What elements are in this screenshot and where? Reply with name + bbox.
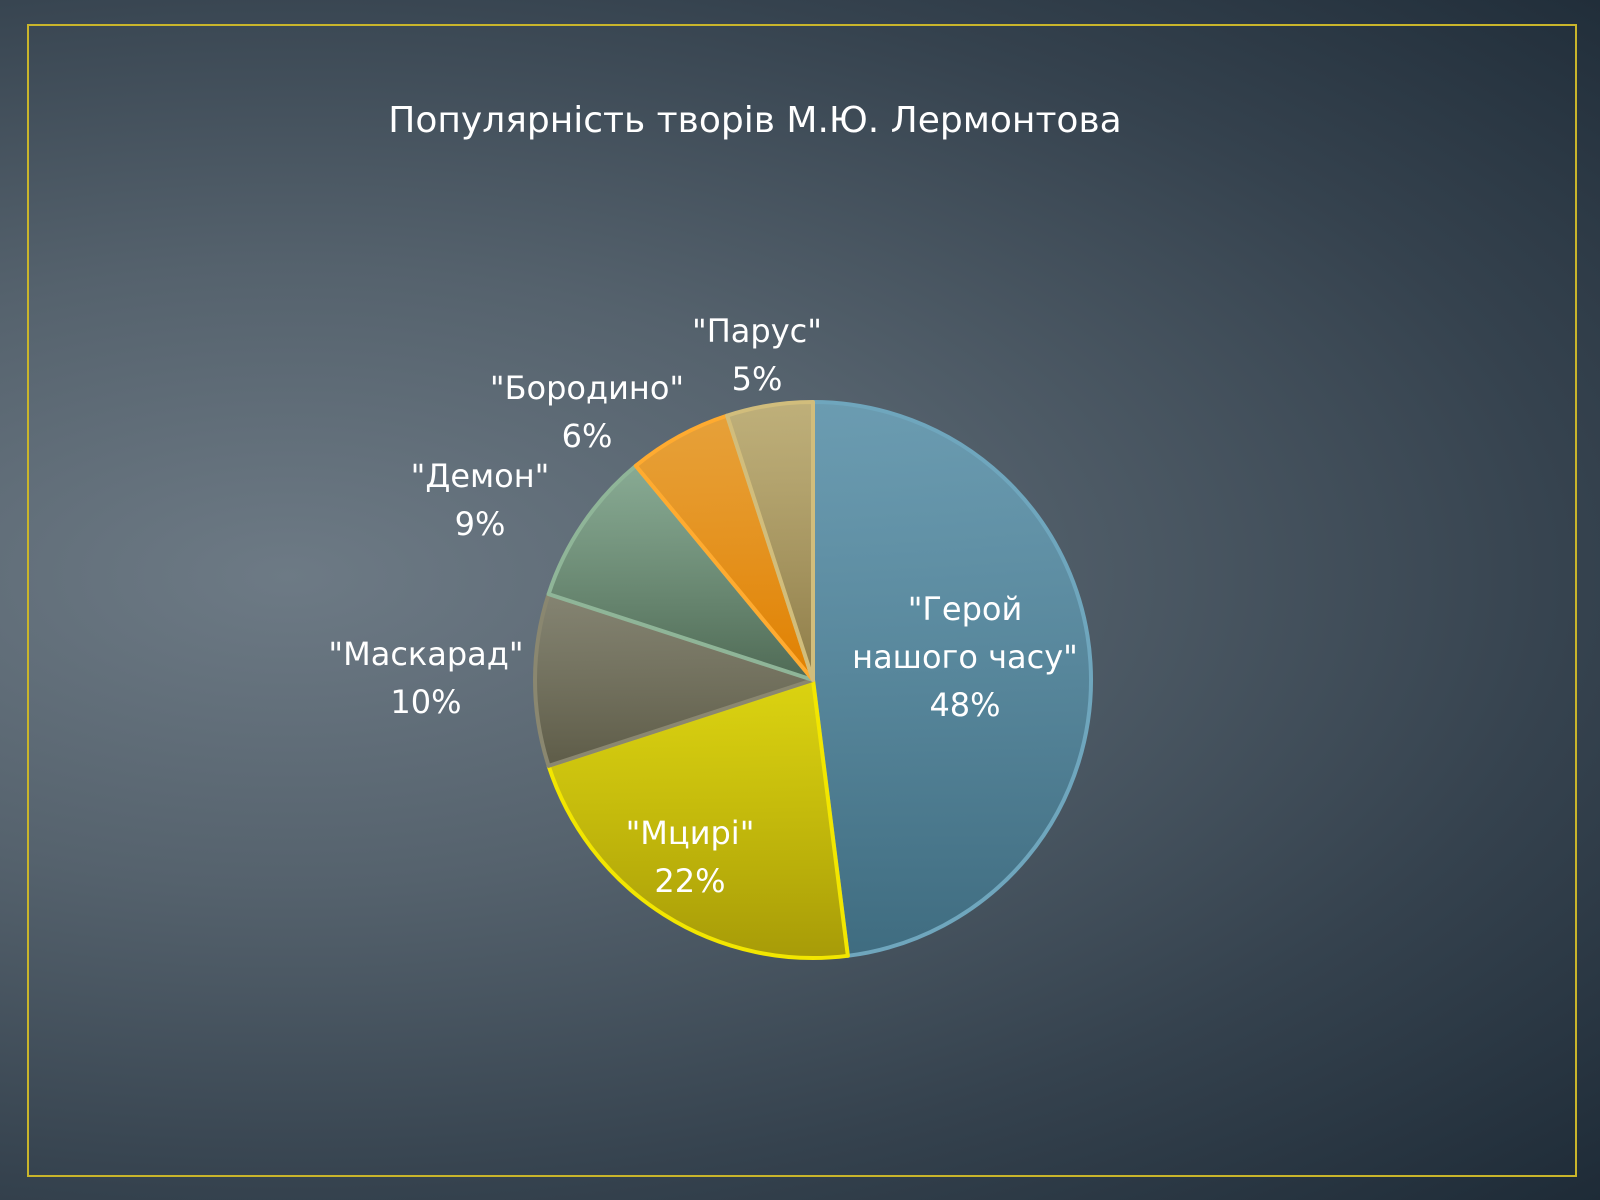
slice-percent: 10%: [390, 683, 462, 721]
slice-name-line: "Бородино": [489, 369, 685, 407]
pie-slice-маскарад: [533, 592, 815, 768]
slice-percent: 5%: [731, 360, 783, 398]
pie-slice-герой-нашого-часу: [811, 400, 1093, 958]
data-label-демон: "Демон" 9%: [411, 452, 550, 548]
slice-name-line: "Парус": [692, 312, 822, 350]
data-label-мцирі: "Мцирі" 22%: [626, 809, 755, 905]
slide-frame: [27, 24, 1577, 1177]
slice-name-line: нашого часу": [852, 638, 1078, 676]
data-label-маскарад: "Маскарад" 10%: [328, 630, 523, 726]
data-label-герой-нашого-часу: "Герой нашого часу" 48%: [852, 585, 1078, 729]
data-label-бородино: "Бородино" 6%: [490, 364, 684, 460]
slice-name-line: "Демон": [410, 457, 550, 495]
pie-slice-мцирі: [546, 678, 850, 960]
data-label-парус: "Парус" 5%: [692, 307, 822, 403]
slice-name-line: "Мцирі": [625, 814, 755, 852]
slice-percent: 22%: [654, 862, 726, 900]
slice-percent: 9%: [454, 505, 506, 543]
slice-name-line: "Маскарад": [328, 635, 524, 673]
slice-percent: 6%: [561, 417, 613, 455]
pie-slice-парус: [725, 400, 815, 682]
slice-name-line: "Герой: [907, 590, 1023, 628]
slice-percent: 48%: [929, 686, 1001, 724]
chart-title: Популярність творів М.Ю. Лермонтова: [388, 100, 1122, 141]
pie-slice-демон: [546, 463, 815, 682]
